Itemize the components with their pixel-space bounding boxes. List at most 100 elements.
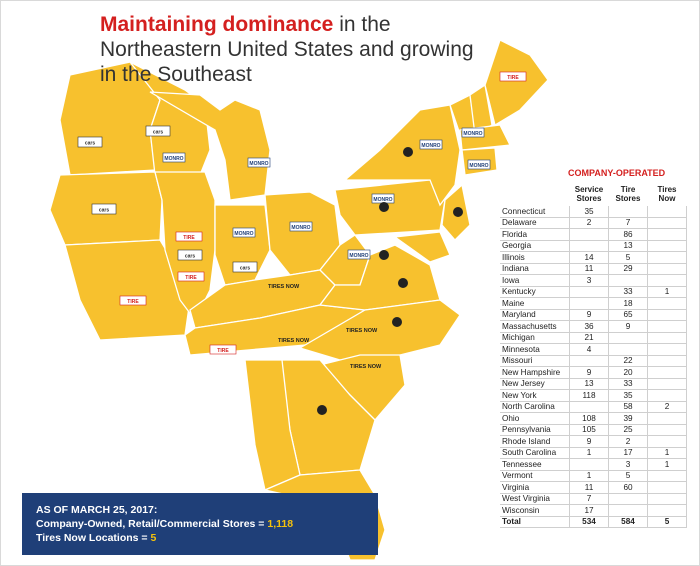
table-row: West Virginia 7: [500, 493, 687, 505]
logo-marker-monro: MONRO: [371, 193, 395, 204]
logo-marker-monro: MONRO: [289, 221, 313, 232]
svg-text:cars: cars: [99, 208, 110, 214]
column-header-state: [500, 184, 570, 206]
store-count: 13: [569, 378, 609, 390]
logo-marker-retail: TIRE: [175, 231, 203, 242]
svg-text:TIRES NOW: TIRES NOW: [350, 364, 382, 370]
store-count: 39: [608, 412, 648, 425]
store-count: 2: [647, 401, 687, 413]
svg-text:MONRO: MONRO: [249, 161, 268, 167]
table-row: Florida 86: [500, 228, 687, 241]
store-count: 2: [608, 435, 648, 448]
table-row: Connecticut 35: [500, 206, 687, 218]
logo-marker-monro: MONRO: [419, 139, 443, 150]
store-count: 17: [608, 447, 648, 459]
store-count: 3: [608, 458, 648, 471]
state-missouri: [64, 239, 191, 341]
state-name: Ohio: [500, 412, 570, 425]
store-count: [569, 286, 609, 298]
store-count: 1: [647, 458, 687, 471]
store-count: 33: [608, 378, 648, 390]
summary-tires-now: Tires Now Locations = 5: [36, 532, 157, 544]
store-count: 20: [608, 366, 648, 379]
state-michigan: [149, 91, 271, 201]
store-count: [647, 366, 687, 379]
store-count: [647, 493, 687, 505]
store-count: 9: [569, 366, 609, 379]
store-count: 1: [569, 447, 609, 459]
svg-text:cars: cars: [240, 266, 251, 272]
store-count: 13: [608, 240, 648, 252]
store-count: 18: [608, 297, 648, 310]
total-count: 584: [608, 515, 648, 528]
table-row: Delaware 2 7: [500, 217, 687, 229]
state-name: Maine: [500, 297, 570, 310]
logo-marker-tires-now: TIRES NOW: [268, 284, 300, 290]
svg-text:TIRE: TIRE: [507, 75, 519, 81]
svg-text:MONRO: MONRO: [469, 163, 488, 169]
state-name: Florida: [500, 228, 570, 241]
state-name: South Carolina: [500, 447, 570, 459]
store-count: [569, 297, 609, 310]
store-count: 35: [608, 389, 648, 402]
column-header-tires-now: Tires Now: [657, 185, 677, 203]
store-count: 17: [569, 504, 609, 517]
logo-marker-car: cars: [177, 249, 203, 261]
table-row: North Carolina 58 2: [500, 401, 687, 413]
logo-marker-car: cars: [91, 203, 117, 215]
total-count: 534: [569, 515, 609, 528]
store-count: 7: [608, 217, 648, 229]
store-count: [647, 343, 687, 356]
store-count: 9: [569, 435, 609, 448]
store-count: [647, 389, 687, 402]
tire-icon: [317, 147, 463, 415]
svg-text:MONRO: MONRO: [234, 231, 253, 237]
table-row: Virginia 11 60: [500, 481, 687, 494]
svg-text:TIRE: TIRE: [185, 275, 197, 281]
store-count: 3: [569, 274, 609, 287]
svg-text:MONRO: MONRO: [421, 143, 440, 149]
state-name: Kentucky: [500, 286, 570, 298]
store-count: 4: [569, 343, 609, 356]
store-count: [647, 309, 687, 321]
table-row: New Jersey 13 33: [500, 378, 687, 390]
store-count: [647, 470, 687, 482]
store-count: [608, 493, 648, 505]
store-count: [569, 355, 609, 367]
store-count: 5: [608, 251, 648, 264]
logo-marker-car: cars: [232, 261, 258, 273]
store-count: [647, 412, 687, 425]
logo-marker-tires-now: TIRES NOW: [278, 338, 310, 344]
logo-marker-monro: MONRO: [232, 227, 256, 238]
total-count: 5: [647, 515, 687, 528]
table-row: Wisconsin 17: [500, 504, 687, 517]
svg-text:MONRO: MONRO: [164, 156, 183, 162]
store-count: 7: [569, 493, 609, 505]
summary-stores: Company-Owned, Retail/Commercial Stores …: [36, 518, 294, 530]
store-count: [569, 401, 609, 413]
store-count: 25: [608, 424, 648, 436]
table-heading: COMPANY-OPERATED: [568, 168, 666, 178]
svg-text:cars: cars: [185, 254, 196, 260]
logo-marker-tires-now: TIRES NOW: [350, 364, 382, 370]
table-total-row: Total 534 584 5: [500, 515, 687, 528]
summary-date: AS OF MARCH 25, 2017:: [36, 504, 158, 516]
svg-text:TIRES NOW: TIRES NOW: [346, 328, 378, 334]
state-name: Wisconsin: [500, 504, 570, 517]
state-name: Indiana: [500, 263, 570, 275]
store-count: [647, 481, 687, 494]
store-count: [608, 343, 648, 356]
store-count: 11: [569, 481, 609, 494]
logo-marker-car: cars: [77, 136, 103, 148]
state-name: Connecticut: [500, 206, 570, 218]
stores-table: Service Stores Tire Stores Tires Now Connec…: [500, 184, 687, 528]
logo-marker-retail: TIRE: [209, 344, 237, 355]
table-row: Pennsylvania 105 25: [500, 424, 687, 436]
state-name: New Hampshire: [500, 366, 570, 379]
store-count: 22: [608, 355, 648, 367]
table-row: Maryland 9 65: [500, 309, 687, 321]
store-count: [647, 320, 687, 333]
svg-text:MONRO: MONRO: [291, 225, 310, 231]
column-header-service: Service Stores: [574, 185, 604, 203]
